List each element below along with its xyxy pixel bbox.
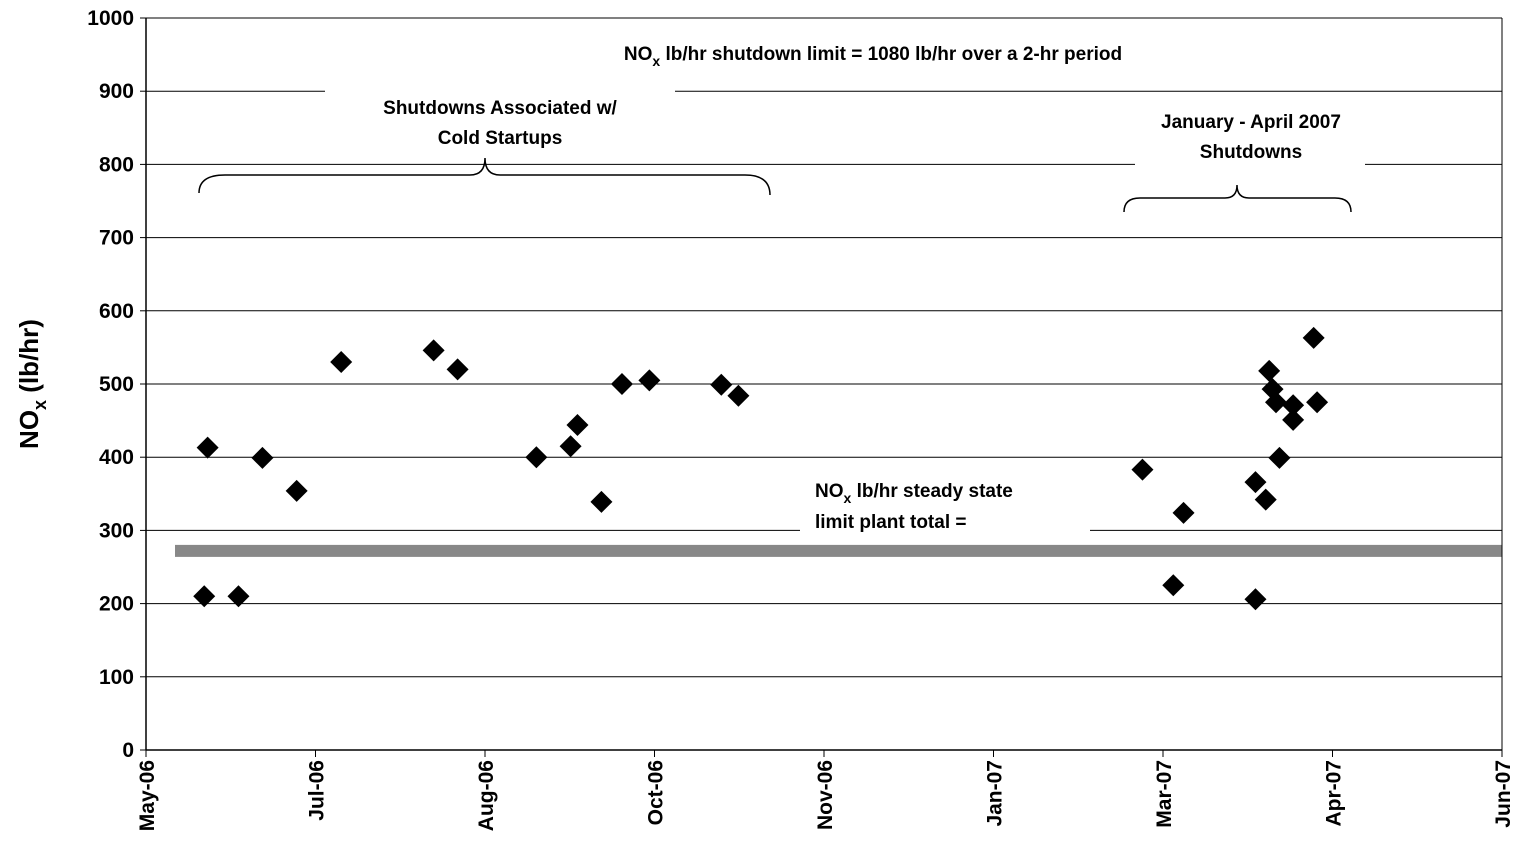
point [1172, 501, 1195, 524]
y-axis-label-text: x [30, 400, 50, 410]
point [525, 446, 548, 469]
y-tick-label: 200 [99, 593, 134, 616]
label-bg [800, 472, 1090, 540]
point [1302, 326, 1325, 349]
brace [198, 157, 771, 196]
point [1282, 394, 1305, 417]
point [1282, 408, 1305, 431]
x-tick-label: Mar-07 [1153, 760, 1176, 828]
point [1244, 471, 1267, 494]
y-tick-label: 1000 [87, 7, 134, 30]
point [196, 436, 219, 459]
point [727, 384, 750, 407]
point [710, 373, 733, 396]
point [559, 435, 582, 458]
point [638, 369, 661, 392]
y-tick-label: 800 [99, 153, 134, 176]
x-tick-label: Jan-07 [984, 760, 1007, 827]
annotation: Shutdowns [1200, 142, 1302, 163]
point [285, 479, 308, 502]
point [1265, 391, 1287, 414]
annotation-text: NO [815, 481, 844, 502]
y-tick-label: 600 [99, 300, 134, 323]
point [566, 413, 589, 436]
y-tick-label: 0 [122, 739, 134, 762]
point [1162, 574, 1185, 597]
point [590, 490, 613, 513]
point [330, 351, 353, 374]
y-tick-label: 500 [99, 373, 134, 396]
label-bg [335, 95, 665, 155]
point [446, 358, 469, 381]
point [1131, 458, 1154, 481]
y-tick-label: 900 [99, 80, 134, 103]
y-tick-label: 700 [99, 227, 134, 250]
reference [175, 544, 1502, 557]
annotation: Shutdowns Associated w/ [383, 98, 617, 119]
y-tick-label: 400 [99, 446, 134, 469]
point [1306, 391, 1329, 414]
brace [1123, 184, 1352, 213]
annotation-text: lb/hr shutdown limit = 1080 lb/hr over a… [660, 44, 1122, 65]
y-axis-label-text: NO [14, 410, 44, 449]
y-axis-label-text: (lb/hr) [14, 319, 44, 400]
point [1258, 359, 1281, 382]
label-bg [1135, 105, 1365, 167]
annotation-text: x [844, 490, 852, 506]
point [251, 446, 274, 469]
y-axis-label: NOx (lb/hr) [14, 319, 50, 449]
y-tick-label: 100 [99, 666, 134, 689]
point [610, 373, 633, 395]
point [422, 339, 445, 362]
annotation-text: NO [624, 44, 653, 65]
annotation-text: x [652, 53, 660, 69]
x-tick-label: Oct-06 [645, 760, 668, 825]
x-tick-label: Nov-06 [814, 760, 837, 830]
y-tick-label: 300 [99, 519, 134, 542]
point [1244, 588, 1267, 611]
x-tick-label: Apr-07 [1323, 760, 1346, 827]
x-tick-label: May-06 [136, 760, 159, 831]
annotation: January - April 2007 [1161, 112, 1341, 133]
annotation-text: lb/hr steady state [851, 481, 1013, 502]
x-tick-label: Jul-06 [306, 760, 329, 821]
point [193, 585, 216, 608]
points [193, 326, 1329, 611]
annotation: NOx lb/hr shutdown limit = 1080 lb/hr ov… [624, 44, 1122, 69]
x-tick-label: Jun-07 [1492, 760, 1515, 828]
x-tick-label: Aug-06 [475, 760, 498, 831]
annotation: Cold Startups [438, 128, 563, 149]
reference-line [175, 544, 1502, 557]
point [1268, 446, 1291, 469]
point [1254, 488, 1277, 511]
annotation: NOx lb/hr steady state [815, 481, 1013, 506]
annotation: limit plant total = [815, 512, 966, 533]
point [227, 585, 250, 608]
